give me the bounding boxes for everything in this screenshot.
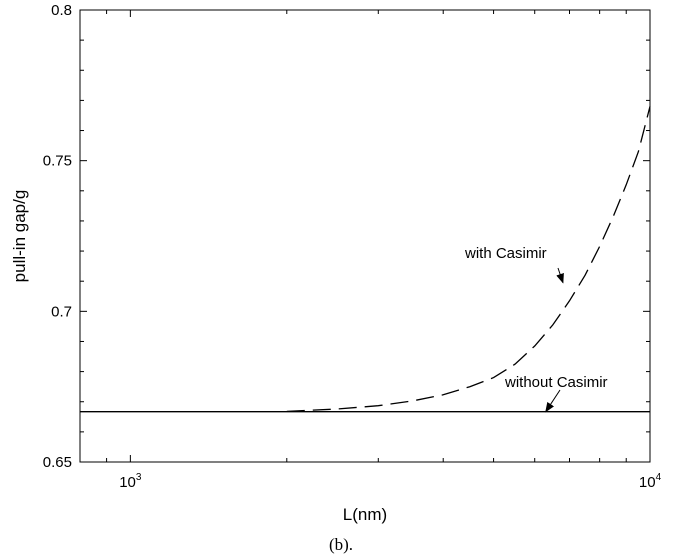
y-tick-label-3: 0.8 — [51, 2, 72, 19]
annotation-without-casimir: without Casimir — [504, 374, 608, 391]
plot-frame — [79, 9, 651, 463]
y-tick-label-0: 0.65 — [43, 454, 72, 471]
figure-caption: (b). — [329, 535, 353, 554]
y-axis-label: pull-in gap/g — [10, 190, 29, 283]
x-axis-label: L(nm) — [343, 505, 387, 524]
x-tick-label-1: 104 — [639, 472, 662, 491]
annotation-with-casimir: with Casimir — [464, 245, 547, 262]
annotation-arrow-1 — [545, 389, 561, 413]
series-line-with-casimir — [286, 106, 651, 413]
annotation-arrow-0 — [556, 267, 564, 284]
x-tick-label-0: 103 — [119, 472, 142, 491]
y-tick-label-1: 0.7 — [51, 303, 72, 320]
y-tick-label-2: 0.75 — [43, 153, 72, 170]
